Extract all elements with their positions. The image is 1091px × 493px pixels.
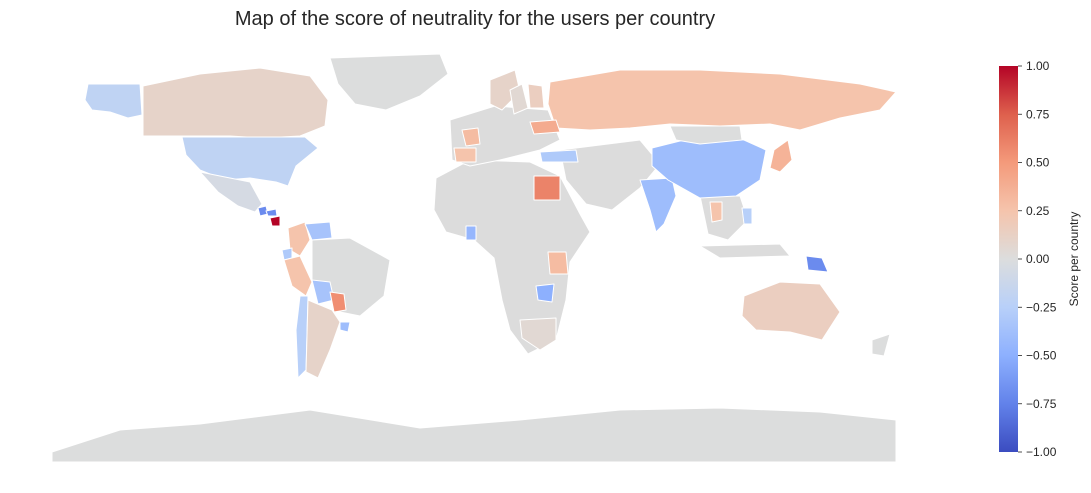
region-turkey	[539, 149, 579, 163]
region-paraguay	[329, 291, 347, 313]
region-thailand	[709, 201, 723, 223]
region-united-states	[181, 136, 319, 187]
region-honduras	[265, 208, 278, 217]
region-russia	[547, 69, 897, 131]
region-ghana	[465, 225, 477, 241]
region-chile	[295, 295, 309, 379]
colorbar-label: Score per country	[1067, 212, 1081, 307]
colorbar-gradient	[999, 66, 1018, 452]
colorbar-tick-label: 0.50	[1026, 156, 1050, 170]
region-ukraine	[529, 119, 561, 135]
map-title: Map of the score of neutrality for the u…	[234, 8, 716, 30]
region-alaska	[84, 83, 143, 119]
region-spain	[453, 147, 477, 163]
region-venezuela	[304, 221, 333, 241]
region-egypt	[533, 175, 561, 201]
region-south-africa	[519, 317, 557, 351]
region-norway	[489, 69, 521, 111]
region-australia	[741, 281, 841, 341]
region-antarctica	[51, 407, 897, 463]
region-uruguay	[339, 321, 351, 333]
region-zambia	[535, 283, 555, 303]
region-peru	[283, 255, 313, 297]
colorbar-tick-label: −0.50	[1026, 349, 1057, 363]
region-indonesia	[699, 243, 791, 259]
region-new-zealand	[871, 333, 891, 357]
region-japan	[769, 139, 793, 173]
region-mongolia	[669, 125, 743, 145]
colorbar-tick-label: 0.75	[1026, 107, 1050, 121]
region-france	[461, 127, 481, 147]
region-canada	[142, 67, 329, 139]
colorbar-tick-label: −0.25	[1026, 300, 1057, 314]
region-sweden	[509, 83, 529, 115]
colorbar-tick-label: −1.00	[1026, 445, 1057, 459]
region-middle-east-central-asia	[559, 139, 661, 211]
colorbar-tick-label: −0.75	[1026, 397, 1057, 411]
region-mexico	[199, 171, 263, 213]
region-finland	[527, 83, 545, 109]
colorbar-tick-label: 0.00	[1026, 252, 1050, 266]
region-colombia	[287, 221, 311, 257]
region-papua-new-guinea	[805, 255, 829, 273]
region-nicaragua	[269, 215, 281, 227]
world-map	[51, 53, 897, 463]
colorbar-tick-label: 1.00	[1026, 59, 1050, 73]
region-greenland	[329, 53, 449, 111]
region-philippines	[741, 207, 753, 225]
region-tanzania	[547, 251, 569, 275]
colorbar-tick-label: 0.25	[1026, 204, 1050, 218]
region-argentina	[305, 299, 341, 379]
